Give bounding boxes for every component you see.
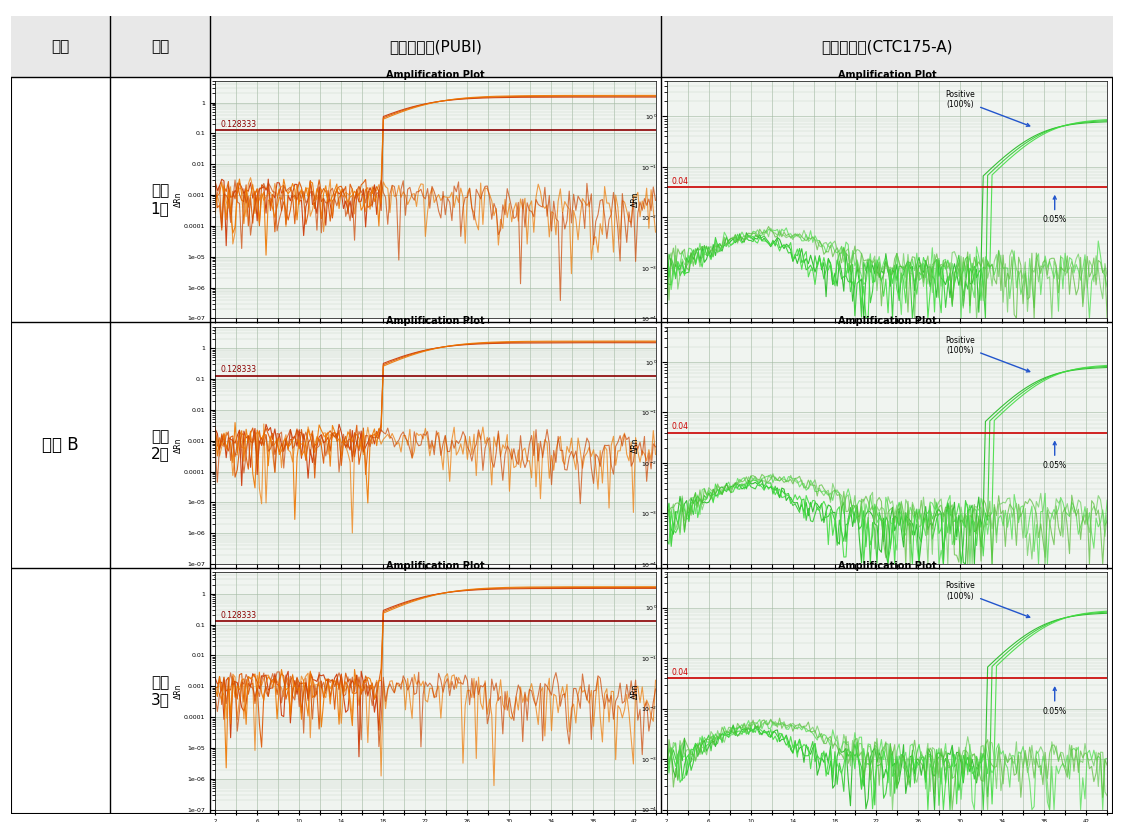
Text: 구조유전자(CTC175-A): 구조유전자(CTC175-A) [822, 39, 953, 54]
Text: 0.04: 0.04 [672, 177, 689, 186]
Text: 기관 B: 기관 B [43, 436, 79, 455]
Title: Amplification Plot: Amplification Plot [386, 70, 484, 81]
Text: 0.128333: 0.128333 [220, 365, 256, 374]
Text: 구분: 구분 [151, 39, 169, 54]
Text: 0.128333: 0.128333 [220, 120, 256, 129]
Text: 0.05%: 0.05% [1043, 196, 1067, 224]
Text: Positive
(100%): Positive (100%) [945, 90, 1030, 127]
Text: 0.05%: 0.05% [1043, 441, 1067, 470]
Title: Amplification Plot: Amplification Plot [386, 561, 484, 571]
Y-axis label: ΔRn: ΔRn [631, 683, 640, 699]
X-axis label: Cycle: Cycle [425, 580, 446, 589]
Y-axis label: ΔRn: ΔRn [173, 437, 182, 453]
Text: 일내
1회: 일내 1회 [151, 183, 170, 216]
Text: 0.128333: 0.128333 [220, 611, 256, 620]
X-axis label: Cycle: Cycle [877, 580, 897, 589]
Y-axis label: ΔRn: ΔRn [173, 192, 182, 207]
Title: Amplification Plot: Amplification Plot [837, 316, 936, 326]
X-axis label: Cycle: Cycle [425, 335, 446, 344]
Y-axis label: ΔRn: ΔRn [631, 437, 640, 453]
Title: Amplification Plot: Amplification Plot [386, 316, 484, 326]
Text: 0.04: 0.04 [672, 423, 689, 432]
Bar [11, 16, 1113, 76]
Text: 내재유전자(PUBI): 내재유전자(PUBI) [389, 39, 482, 54]
Text: 기관: 기관 [52, 39, 70, 54]
X-axis label: Cycle: Cycle [877, 335, 897, 344]
Text: 일내
2회: 일내 2회 [151, 429, 170, 461]
Title: Amplification Plot: Amplification Plot [837, 561, 936, 571]
Text: 0.05%: 0.05% [1043, 687, 1067, 715]
Y-axis label: ΔRn: ΔRn [631, 192, 640, 207]
Text: Positive
(100%): Positive (100%) [945, 581, 1030, 617]
Title: Amplification Plot: Amplification Plot [837, 70, 936, 81]
Text: Positive
(100%): Positive (100%) [945, 335, 1030, 372]
Text: 0.04: 0.04 [672, 668, 689, 677]
Y-axis label: ΔRn: ΔRn [173, 683, 182, 699]
Text: 일내
3회: 일내 3회 [151, 675, 170, 707]
